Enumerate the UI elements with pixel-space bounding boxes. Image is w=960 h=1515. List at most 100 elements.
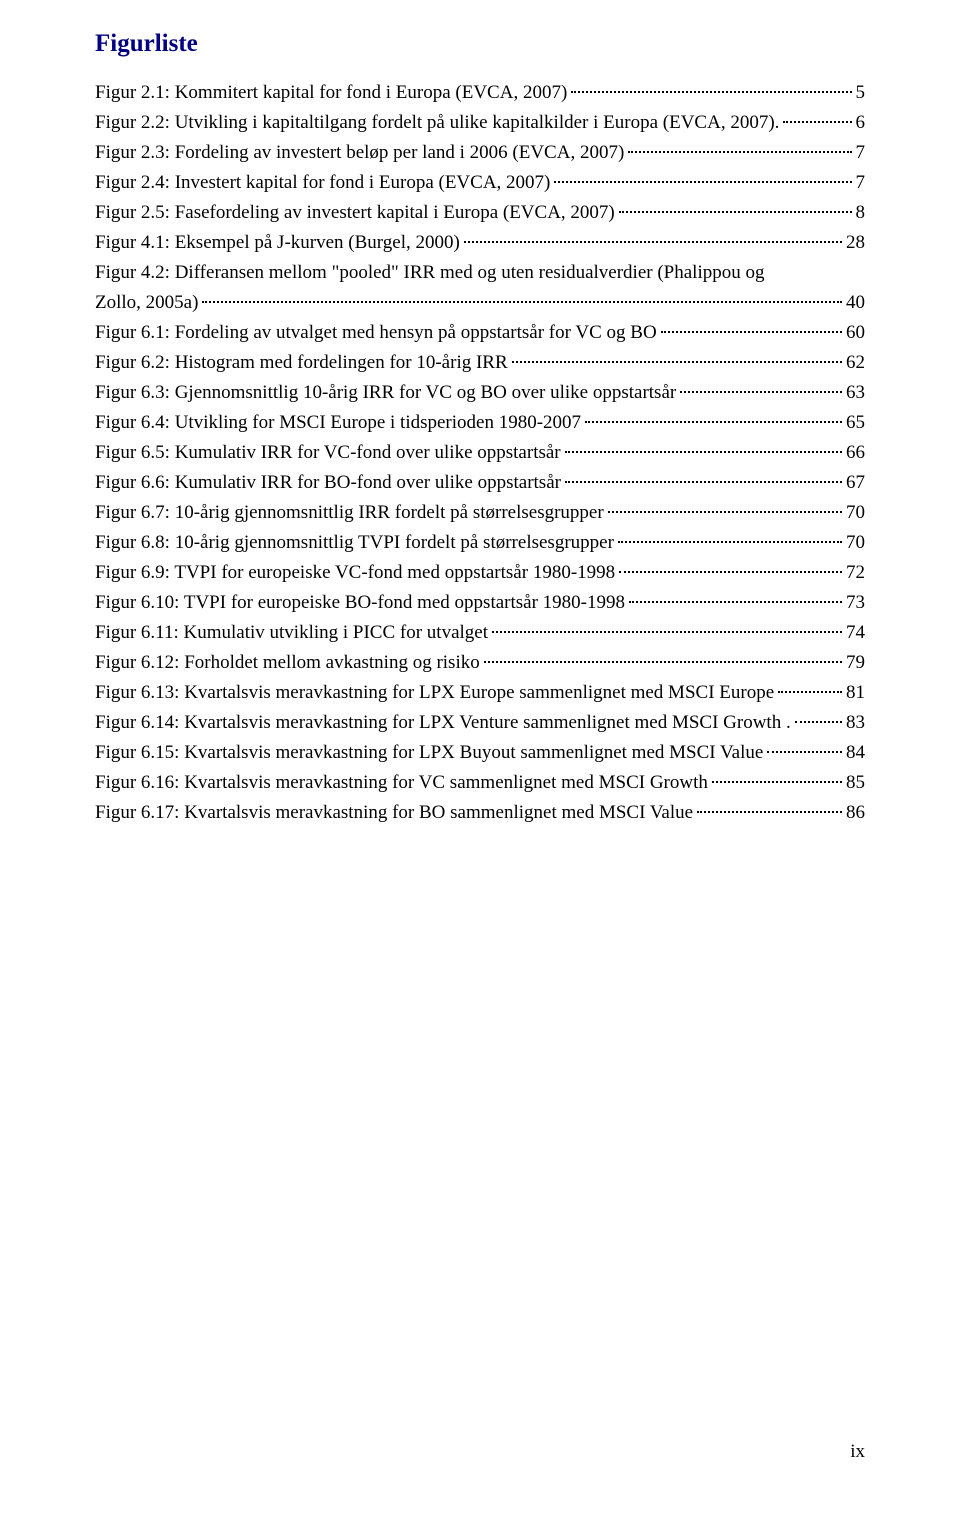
leader-dots (202, 301, 842, 303)
figure-entry: Figur 6.1: Fordeling av utvalget med hen… (95, 318, 865, 348)
page-number-footer: ix (850, 1441, 865, 1463)
figure-entry-page: 70 (846, 498, 865, 528)
figure-entry-page: 7 (856, 168, 866, 198)
leader-dots (464, 241, 842, 243)
figure-entry-page: 7 (856, 138, 866, 168)
figure-entry-line2: Zollo, 2005a) 40 (95, 288, 865, 318)
leader-dots (571, 91, 851, 93)
figure-entry-page: 62 (846, 348, 865, 378)
figure-entry-page: 81 (846, 678, 865, 708)
figure-entry-label: Figur 6.2: Histogram med fordelingen for… (95, 348, 508, 378)
figure-entry: Figur 6.15: Kvartalsvis meravkastning fo… (95, 738, 865, 768)
leader-dots (661, 331, 842, 333)
figure-entry: Figur 6.7: 10-årig gjennomsnittlig IRR f… (95, 498, 865, 528)
figure-entry: Figur 4.2: Differansen mellom "pooled" I… (95, 258, 865, 318)
leader-dots (680, 391, 842, 393)
figure-entry-page: 86 (846, 798, 865, 828)
figure-entry: Figur 6.6: Kumulativ IRR for BO-fond ove… (95, 468, 865, 498)
figure-entry-label: Figur 6.16: Kvartalsvis meravkastning fo… (95, 768, 708, 798)
leader-dots (565, 481, 842, 483)
leader-dots (585, 421, 842, 423)
figure-entry-label: Figur 6.9: TVPI for europeiske VC-fond m… (95, 558, 615, 588)
figure-entry-label: Figur 2.5: Fasefordeling av investert ka… (95, 198, 615, 228)
figure-entry: Figur 6.2: Histogram med fordelingen for… (95, 348, 865, 378)
leader-dots (565, 451, 842, 453)
figure-entry-page: 40 (846, 288, 865, 318)
figure-entry: Figur 6.3: Gjennomsnittlig 10-årig IRR f… (95, 378, 865, 408)
figure-entry-page: 63 (846, 378, 865, 408)
figure-entry-page: 5 (856, 78, 866, 108)
figure-entry: Figur 2.3: Fordeling av investert beløp … (95, 138, 865, 168)
figure-entry-label: Figur 6.6: Kumulativ IRR for BO-fond ove… (95, 468, 561, 498)
figure-entry: Figur 6.17: Kvartalsvis meravkastning fo… (95, 798, 865, 828)
figure-entry: Figur 6.10: TVPI for europeiske BO-fond … (95, 588, 865, 618)
figure-entry-label: Figur 6.1: Fordeling av utvalget med hen… (95, 318, 657, 348)
figure-entry-label: Zollo, 2005a) (95, 288, 198, 318)
figure-entry-label: Figur 4.2: Differansen mellom "pooled" I… (95, 258, 865, 288)
figure-entry-label: Figur 2.2: Utvikling i kapitaltilgang fo… (95, 108, 779, 138)
page-container: Figurliste Figur 2.1: Kommitert kapital … (0, 0, 960, 1515)
figure-entry-page: 79 (846, 648, 865, 678)
figure-entry: Figur 6.9: TVPI for europeiske VC-fond m… (95, 558, 865, 588)
figure-entry-page: 70 (846, 528, 865, 558)
figure-entry-page: 72 (846, 558, 865, 588)
leader-dots (628, 151, 851, 153)
figure-entry-label: Figur 2.4: Investert kapital for fond i … (95, 168, 550, 198)
figure-entry: Figur 6.12: Forholdet mellom avkastning … (95, 648, 865, 678)
figure-entry-label: Figur 6.7: 10-årig gjennomsnittlig IRR f… (95, 498, 604, 528)
figure-entry-page: 67 (846, 468, 865, 498)
figure-entry-label: Figur 6.4: Utvikling for MSCI Europe i t… (95, 408, 581, 438)
figure-entry: Figur 6.4: Utvikling for MSCI Europe i t… (95, 408, 865, 438)
leader-dots (783, 121, 851, 123)
figure-entry-page: 66 (846, 438, 865, 468)
figure-entry: Figur 6.16: Kvartalsvis meravkastning fo… (95, 768, 865, 798)
figure-entry-page: 74 (846, 618, 865, 648)
figure-entry-label: Figur 2.1: Kommitert kapital for fond i … (95, 78, 567, 108)
figure-entry-label: Figur 6.10: TVPI for europeiske BO-fond … (95, 588, 625, 618)
figure-entry: Figur 6.5: Kumulativ IRR for VC-fond ove… (95, 438, 865, 468)
figure-entry-page: 73 (846, 588, 865, 618)
figure-entry-label: Figur 6.13: Kvartalsvis meravkastning fo… (95, 678, 774, 708)
figure-entry-label: Figur 6.14: Kvartalsvis meravkastning fo… (95, 708, 791, 738)
figure-entry-label: Figur 6.5: Kumulativ IRR for VC-fond ove… (95, 438, 561, 468)
leader-dots (697, 811, 842, 813)
leader-dots (484, 661, 842, 663)
figure-entry-label: Figur 6.17: Kvartalsvis meravkastning fo… (95, 798, 693, 828)
leader-dots (778, 691, 842, 693)
figure-entry: Figur 6.11: Kumulativ utvikling i PICC f… (95, 618, 865, 648)
figure-entry: Figur 2.5: Fasefordeling av investert ka… (95, 198, 865, 228)
leader-dots (619, 211, 852, 213)
figure-entry-label: Figur 6.12: Forholdet mellom avkastning … (95, 648, 480, 678)
figure-entry-page: 65 (846, 408, 865, 438)
figure-entry: Figur 4.1: Eksempel på J-kurven (Burgel,… (95, 228, 865, 258)
figure-entry-label: Figur 6.3: Gjennomsnittlig 10-årig IRR f… (95, 378, 676, 408)
figure-entry-label: Figur 6.15: Kvartalsvis meravkastning fo… (95, 738, 763, 768)
figure-entry-label: Figur 2.3: Fordeling av investert beløp … (95, 138, 624, 168)
figure-entry-page: 85 (846, 768, 865, 798)
figure-entry: Figur 6.14: Kvartalsvis meravkastning fo… (95, 708, 865, 738)
figure-entry-label: Figur 6.11: Kumulativ utvikling i PICC f… (95, 618, 488, 648)
figure-entry-page: 84 (846, 738, 865, 768)
figure-entry-page: 8 (856, 198, 866, 228)
leader-dots (619, 571, 842, 573)
figure-entry-page: 83 (846, 708, 865, 738)
leader-dots (608, 511, 842, 513)
figure-list: Figur 2.1: Kommitert kapital for fond i … (95, 78, 865, 828)
figure-entry: Figur 6.8: 10-årig gjennomsnittlig TVPI … (95, 528, 865, 558)
leader-dots (512, 361, 842, 363)
figure-entry-label: Figur 6.8: 10-årig gjennomsnittlig TVPI … (95, 528, 614, 558)
leader-dots (618, 541, 842, 543)
figure-entry-page: 28 (846, 228, 865, 258)
page-title: Figurliste (95, 30, 865, 58)
leader-dots (767, 751, 842, 753)
figure-entry: Figur 2.4: Investert kapital for fond i … (95, 168, 865, 198)
leader-dots (554, 181, 851, 183)
figure-entry-label: Figur 4.1: Eksempel på J-kurven (Burgel,… (95, 228, 460, 258)
figure-entry-page: 6 (856, 108, 866, 138)
leader-dots (795, 721, 842, 723)
figure-entry: Figur 2.2: Utvikling i kapitaltilgang fo… (95, 108, 865, 138)
leader-dots (629, 601, 842, 603)
figure-entry: Figur 6.13: Kvartalsvis meravkastning fo… (95, 678, 865, 708)
leader-dots (492, 631, 842, 633)
leader-dots (712, 781, 842, 783)
